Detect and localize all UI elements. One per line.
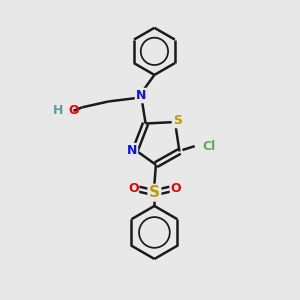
- Text: S: S: [173, 114, 182, 127]
- Text: O: O: [170, 182, 181, 195]
- Text: O: O: [68, 104, 79, 117]
- Text: H: H: [53, 104, 63, 117]
- Text: S: S: [149, 185, 160, 200]
- Text: N: N: [127, 144, 137, 157]
- Text: Cl: Cl: [202, 140, 215, 153]
- Text: N: N: [136, 89, 146, 102]
- Text: O: O: [128, 182, 139, 195]
